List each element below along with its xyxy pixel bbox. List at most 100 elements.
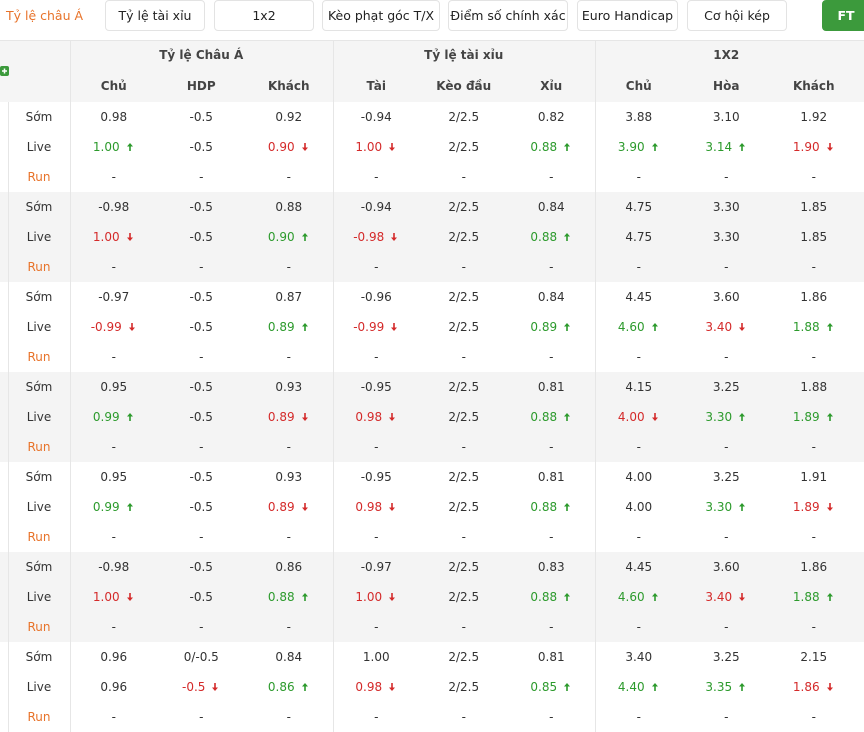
- odds-cell: 0.89: [245, 492, 333, 522]
- row-label: Run: [27, 620, 51, 634]
- odds-value: -0.98: [353, 230, 385, 244]
- odds-value: -: [199, 710, 204, 724]
- odds-cell: 0.92: [245, 102, 333, 132]
- odds-cell: 1.00: [70, 132, 158, 162]
- odds-cell: 4.45: [595, 552, 683, 582]
- odds-value: 3.40: [705, 590, 733, 604]
- odds-value: 0.93: [275, 470, 303, 484]
- odds-value: 0.89: [267, 320, 295, 334]
- odds-value: -0.99: [353, 320, 385, 334]
- odds-value: 1.88: [792, 590, 820, 604]
- row-label: Sớm: [25, 650, 53, 664]
- odds-cell: -: [595, 432, 683, 462]
- odds-cell: 1.88: [770, 312, 858, 342]
- column-header: HDP: [186, 79, 216, 93]
- odds-value: 4.45: [625, 560, 653, 574]
- odds-cell: 0.95: [70, 372, 158, 402]
- row-label: Live: [26, 590, 52, 604]
- odds-value: -: [811, 440, 816, 454]
- tab[interactable]: Euro Handicap: [577, 0, 678, 31]
- odds-cell: 4.40: [595, 672, 683, 702]
- odds-value: 1.89: [792, 500, 820, 514]
- odds-cell: 4.15: [595, 372, 683, 402]
- trend-arrow-down: [301, 143, 308, 151]
- odds-cell: -: [420, 162, 508, 192]
- tab[interactable]: 1x2: [214, 0, 314, 31]
- tab[interactable]: Tỷ lệ tài xỉu: [105, 0, 205, 31]
- odds-value: -: [461, 350, 466, 364]
- odds-value: 2/2.5: [448, 410, 480, 424]
- trend-arrow-down: [301, 413, 308, 421]
- arrow-shape: [301, 503, 308, 511]
- arrow-shape: [739, 593, 746, 601]
- odds-value: 2/2.5: [448, 680, 480, 694]
- odds-value: -: [549, 170, 554, 184]
- odds-value: -0.5: [189, 500, 213, 514]
- block-row-group: [0, 462, 864, 552]
- odds-value: 2/2.5: [448, 110, 480, 124]
- odds-cell: -: [158, 162, 246, 192]
- odds-value: -: [199, 440, 204, 454]
- tab[interactable]: Kèo phạt góc T/X: [322, 0, 440, 31]
- odds-value: 1.92: [800, 110, 828, 124]
- odds-value: -0.94: [360, 200, 392, 214]
- tab[interactable]: Điểm số chính xác: [448, 0, 568, 31]
- odds-cell: -: [245, 522, 333, 552]
- odds-cell: 0.98: [333, 672, 421, 702]
- arrow-shape: [826, 503, 833, 511]
- divider: [595, 40, 596, 732]
- odds-value: -: [374, 710, 379, 724]
- group-header: 1X2: [713, 48, 740, 62]
- odds-cell: 0/-0.5: [158, 642, 246, 672]
- trend-arrow-up: [301, 593, 308, 601]
- odds-value: 3.25: [712, 380, 740, 394]
- odds-value: 1.91: [800, 470, 828, 484]
- trend-arrow-up: [826, 413, 833, 421]
- odds-cell: 0.99: [70, 492, 158, 522]
- odds-cell: -0.5: [158, 222, 246, 252]
- odds-value: 4.15: [625, 380, 653, 394]
- odds-cell: -0.5: [158, 462, 246, 492]
- tab[interactable]: Tỷ lệ châu Á: [0, 0, 95, 31]
- odds-cell: 1.86: [770, 672, 858, 702]
- odds-cell: -: [770, 702, 858, 732]
- arrow-shape: [564, 503, 571, 511]
- column-header: Chủ: [100, 79, 127, 93]
- odds-cell: -: [420, 432, 508, 462]
- odds-cell: -: [333, 342, 421, 372]
- odds-value: -: [374, 170, 379, 184]
- odds-cell: -: [158, 702, 246, 732]
- odds-value: 3.14: [705, 140, 733, 154]
- odds-cell: -0.94: [333, 192, 421, 222]
- tab[interactable]: FT: [822, 0, 864, 31]
- odds-cell: 2/2.5: [420, 672, 508, 702]
- odds-cell: -: [683, 522, 771, 552]
- odds-value: 0.81: [537, 650, 565, 664]
- trend-arrow-down: [739, 323, 746, 331]
- tab[interactable]: Cơ hội kép: [687, 0, 787, 31]
- odds-cell: 0.98: [333, 492, 421, 522]
- trend-arrow-up: [301, 323, 308, 331]
- odds-cell: 0.93: [245, 372, 333, 402]
- odds-cell: -: [595, 522, 683, 552]
- odds-cell: -0.98: [70, 192, 158, 222]
- trend-arrow-down: [389, 413, 396, 421]
- expand-icon[interactable]: [0, 66, 9, 76]
- odds-value: -: [811, 710, 816, 724]
- odds-value: -0.5: [189, 140, 213, 154]
- odds-value: 1.00: [92, 590, 120, 604]
- odds-cell: 4.60: [595, 312, 683, 342]
- odds-value: 1.89: [792, 410, 820, 424]
- odds-cell: -0.5: [158, 402, 246, 432]
- odds-cell: 2/2.5: [420, 132, 508, 162]
- arrow-shape: [301, 593, 308, 601]
- odds-cell: 3.25: [683, 642, 771, 672]
- odds-value: 4.00: [625, 470, 653, 484]
- column-header: Tài: [366, 79, 386, 93]
- odds-cell: -: [770, 162, 858, 192]
- odds-cell: -: [770, 432, 858, 462]
- odds-cell: 3.30: [683, 402, 771, 432]
- odds-value: -0.5: [189, 290, 213, 304]
- trend-arrow-down: [826, 143, 833, 151]
- odds-cell: -: [595, 252, 683, 282]
